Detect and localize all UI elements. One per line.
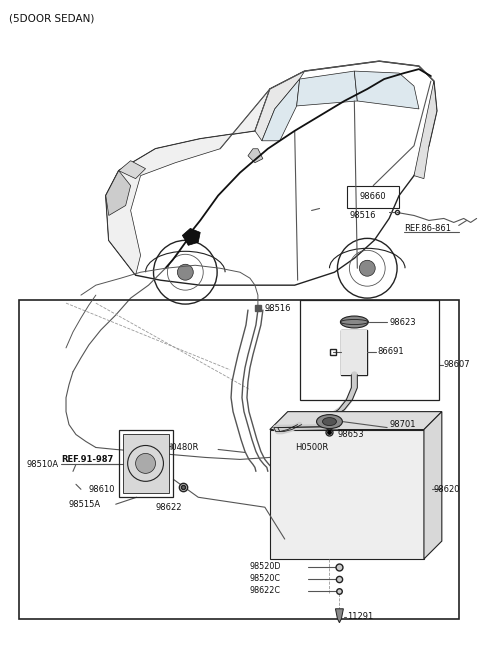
Text: 98520C: 98520C [250,574,281,583]
Polygon shape [354,71,419,109]
Polygon shape [424,411,442,559]
Bar [341,330,367,374]
Text: 98610: 98610 [89,485,115,494]
Text: 98623: 98623 [389,317,416,326]
Polygon shape [262,79,300,141]
Bar [300,300,439,400]
Bar [19,300,459,618]
Circle shape [178,264,193,280]
Text: 98510A: 98510A [26,460,59,469]
Text: 98653: 98653 [337,430,364,439]
Text: 98622C: 98622C [250,586,281,595]
Text: 98660: 98660 [360,192,386,201]
Circle shape [360,260,375,276]
Text: REF.86-861: REF.86-861 [404,224,451,233]
Bar [119,430,173,497]
Circle shape [136,454,156,473]
Ellipse shape [323,417,336,426]
Text: 98622: 98622 [155,503,181,511]
Text: (5DOOR SEDAN): (5DOOR SEDAN) [9,14,95,23]
Polygon shape [182,228,200,245]
Polygon shape [270,411,442,430]
Text: REF.91-987: REF.91-987 [61,455,113,464]
Text: 98701: 98701 [389,420,416,429]
Polygon shape [106,171,131,215]
Text: 98516: 98516 [265,304,291,313]
Polygon shape [336,609,343,623]
Text: 98520D: 98520D [250,563,281,572]
Text: H0480R: H0480R [166,443,199,452]
Text: 98515A: 98515A [69,500,101,509]
Text: H0500R: H0500R [295,443,328,452]
Polygon shape [414,81,437,178]
Polygon shape [255,71,305,141]
Polygon shape [248,149,263,163]
Polygon shape [270,430,424,559]
Text: 11291: 11291 [348,612,373,621]
Text: 98516: 98516 [349,211,376,220]
Bar [348,186,399,208]
Polygon shape [119,161,145,178]
Polygon shape [123,434,169,493]
Polygon shape [297,71,357,106]
Text: 86691: 86691 [377,347,404,356]
Polygon shape [106,89,270,275]
Ellipse shape [340,316,368,328]
Text: 98607: 98607 [444,360,470,369]
Text: 98620: 98620 [434,485,460,494]
Polygon shape [341,330,367,374]
Ellipse shape [316,415,342,428]
